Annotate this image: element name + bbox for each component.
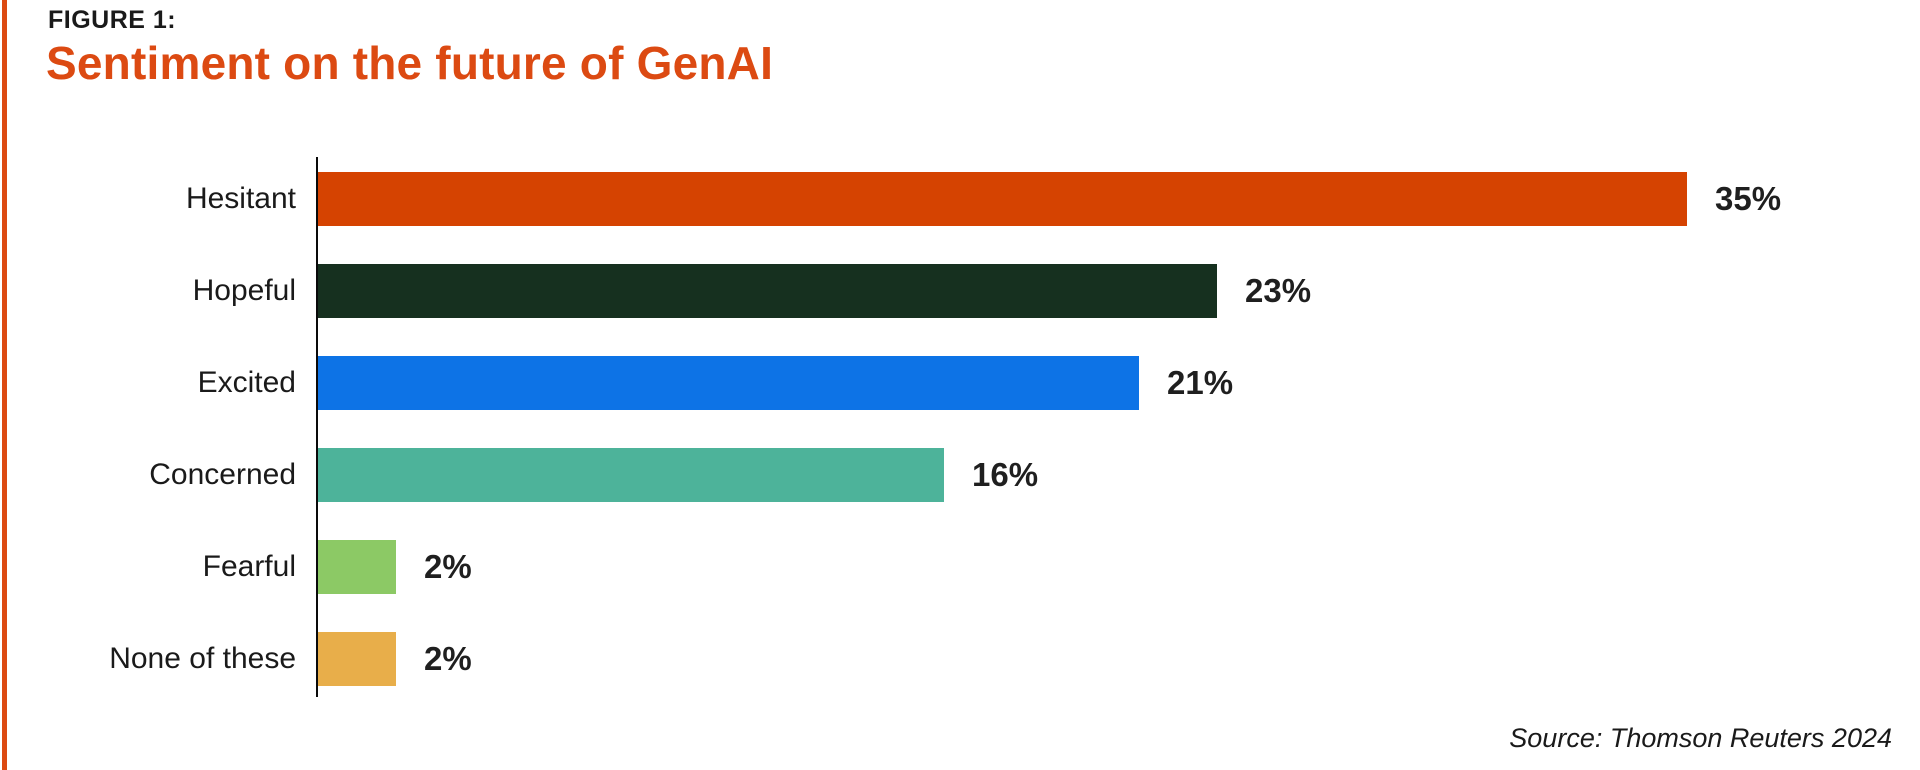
- source-caption: Source: Thomson Reuters 2024: [1509, 723, 1892, 753]
- value-label: 2%: [424, 640, 472, 677]
- bar-row: Hopeful 23%: [0, 264, 1920, 318]
- bar: [318, 540, 396, 594]
- bar: [318, 632, 396, 686]
- left-accent-stripe: [2, 0, 7, 770]
- category-label: Hopeful: [192, 274, 296, 307]
- category-label: Fearful: [202, 550, 296, 583]
- category-label: Concerned: [149, 458, 296, 491]
- bar-chart: Hesitant 35% Hopeful 23% Excited 21% Concerned…: [0, 157, 1920, 717]
- bar-row: Hesitant 35%: [0, 172, 1920, 226]
- bar: [318, 356, 1139, 410]
- value-label: 16%: [972, 456, 1039, 493]
- page-title: Sentiment on the future of GenAI: [46, 37, 774, 89]
- bar-row: None of these 2%: [0, 632, 1920, 686]
- figure-label: FIGURE 1:: [48, 6, 177, 34]
- value-label: 2%: [424, 548, 472, 585]
- value-label: 21%: [1167, 364, 1234, 401]
- bar-rows: Hesitant 35% Hopeful 23% Excited 21% Concerned…: [0, 172, 1920, 724]
- bar: [318, 264, 1217, 318]
- category-label: None of these: [109, 642, 296, 675]
- value-label: 35%: [1715, 180, 1782, 217]
- bar: [318, 172, 1687, 226]
- y-axis-line: [316, 157, 318, 697]
- bar-row: Fearful 2%: [0, 540, 1920, 594]
- value-label: 23%: [1245, 272, 1312, 309]
- bar: [318, 448, 944, 502]
- category-label: Excited: [197, 366, 296, 399]
- bar-row: Excited 21%: [0, 356, 1920, 410]
- category-label: Hesitant: [185, 182, 296, 215]
- bar-row: Concerned 16%: [0, 448, 1920, 502]
